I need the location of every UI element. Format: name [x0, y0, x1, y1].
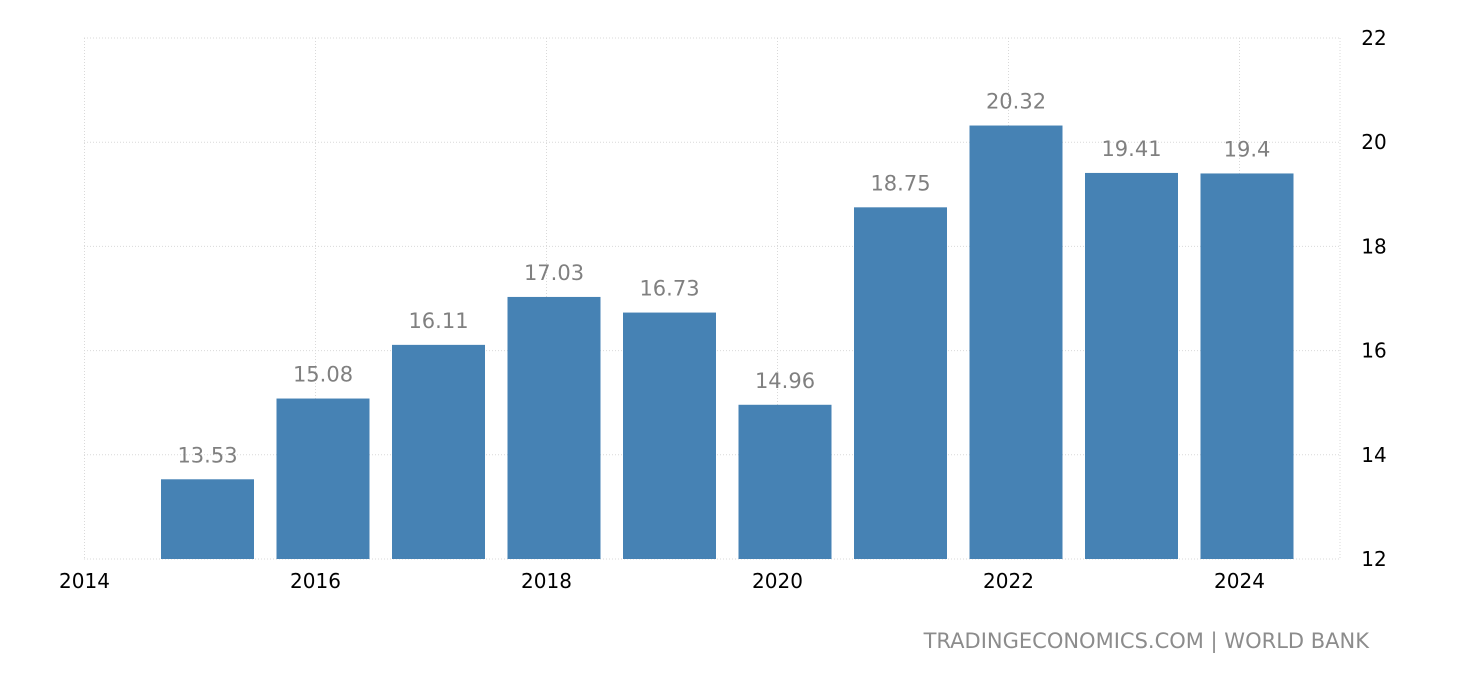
data-label-2020: 14.96 [755, 369, 815, 393]
data-label-2024: 19.4 [1224, 137, 1271, 161]
bar-2017 [392, 344, 485, 559]
bar-2019 [623, 312, 716, 559]
data-label-2016: 15.08 [293, 363, 353, 387]
data-label-2019: 16.73 [639, 277, 699, 301]
data-label-2023: 19.41 [1101, 137, 1161, 161]
y-tick-20: 20 [1361, 130, 1386, 154]
bar-2018 [507, 296, 601, 559]
bars [161, 125, 1294, 559]
y-tick-14: 14 [1361, 443, 1386, 467]
bar-2016 [276, 398, 370, 559]
y-tick-22: 22 [1361, 26, 1386, 50]
y-tick-18: 18 [1361, 234, 1386, 258]
x-tick-2016: 2016 [290, 569, 341, 593]
data-label-2015: 13.53 [177, 443, 237, 467]
data-labels: 13.53 15.08 16.11 17.03 16.73 14.96 18.75 20.32… [177, 90, 1270, 468]
bar-2021 [854, 207, 947, 559]
data-label-2021: 18.75 [870, 171, 930, 195]
bar-2024 [1200, 173, 1294, 559]
y-tick-12: 12 [1361, 547, 1386, 571]
x-tick-2020: 2020 [752, 569, 803, 593]
x-tick-2024: 2024 [1214, 569, 1265, 593]
x-axis-ticks: 2014 2016 2018 2020 2022 2024 [59, 569, 1265, 593]
bar-2020 [738, 404, 832, 559]
data-label-2018: 17.03 [524, 261, 584, 285]
x-tick-2018: 2018 [521, 569, 572, 593]
bar-2015 [161, 479, 254, 559]
bar-2023 [1085, 172, 1178, 559]
data-label-2022: 20.32 [986, 90, 1046, 114]
x-tick-2022: 2022 [983, 569, 1034, 593]
y-tick-16: 16 [1361, 339, 1386, 363]
data-label-2017: 16.11 [408, 309, 468, 333]
y-axis-ticks: 12 14 16 18 20 22 [1361, 26, 1386, 571]
x-tick-2014: 2014 [59, 569, 110, 593]
bar-2022 [969, 125, 1063, 559]
source-credit: TRADINGECONOMICS.COM | WORLD BANK [923, 629, 1369, 653]
